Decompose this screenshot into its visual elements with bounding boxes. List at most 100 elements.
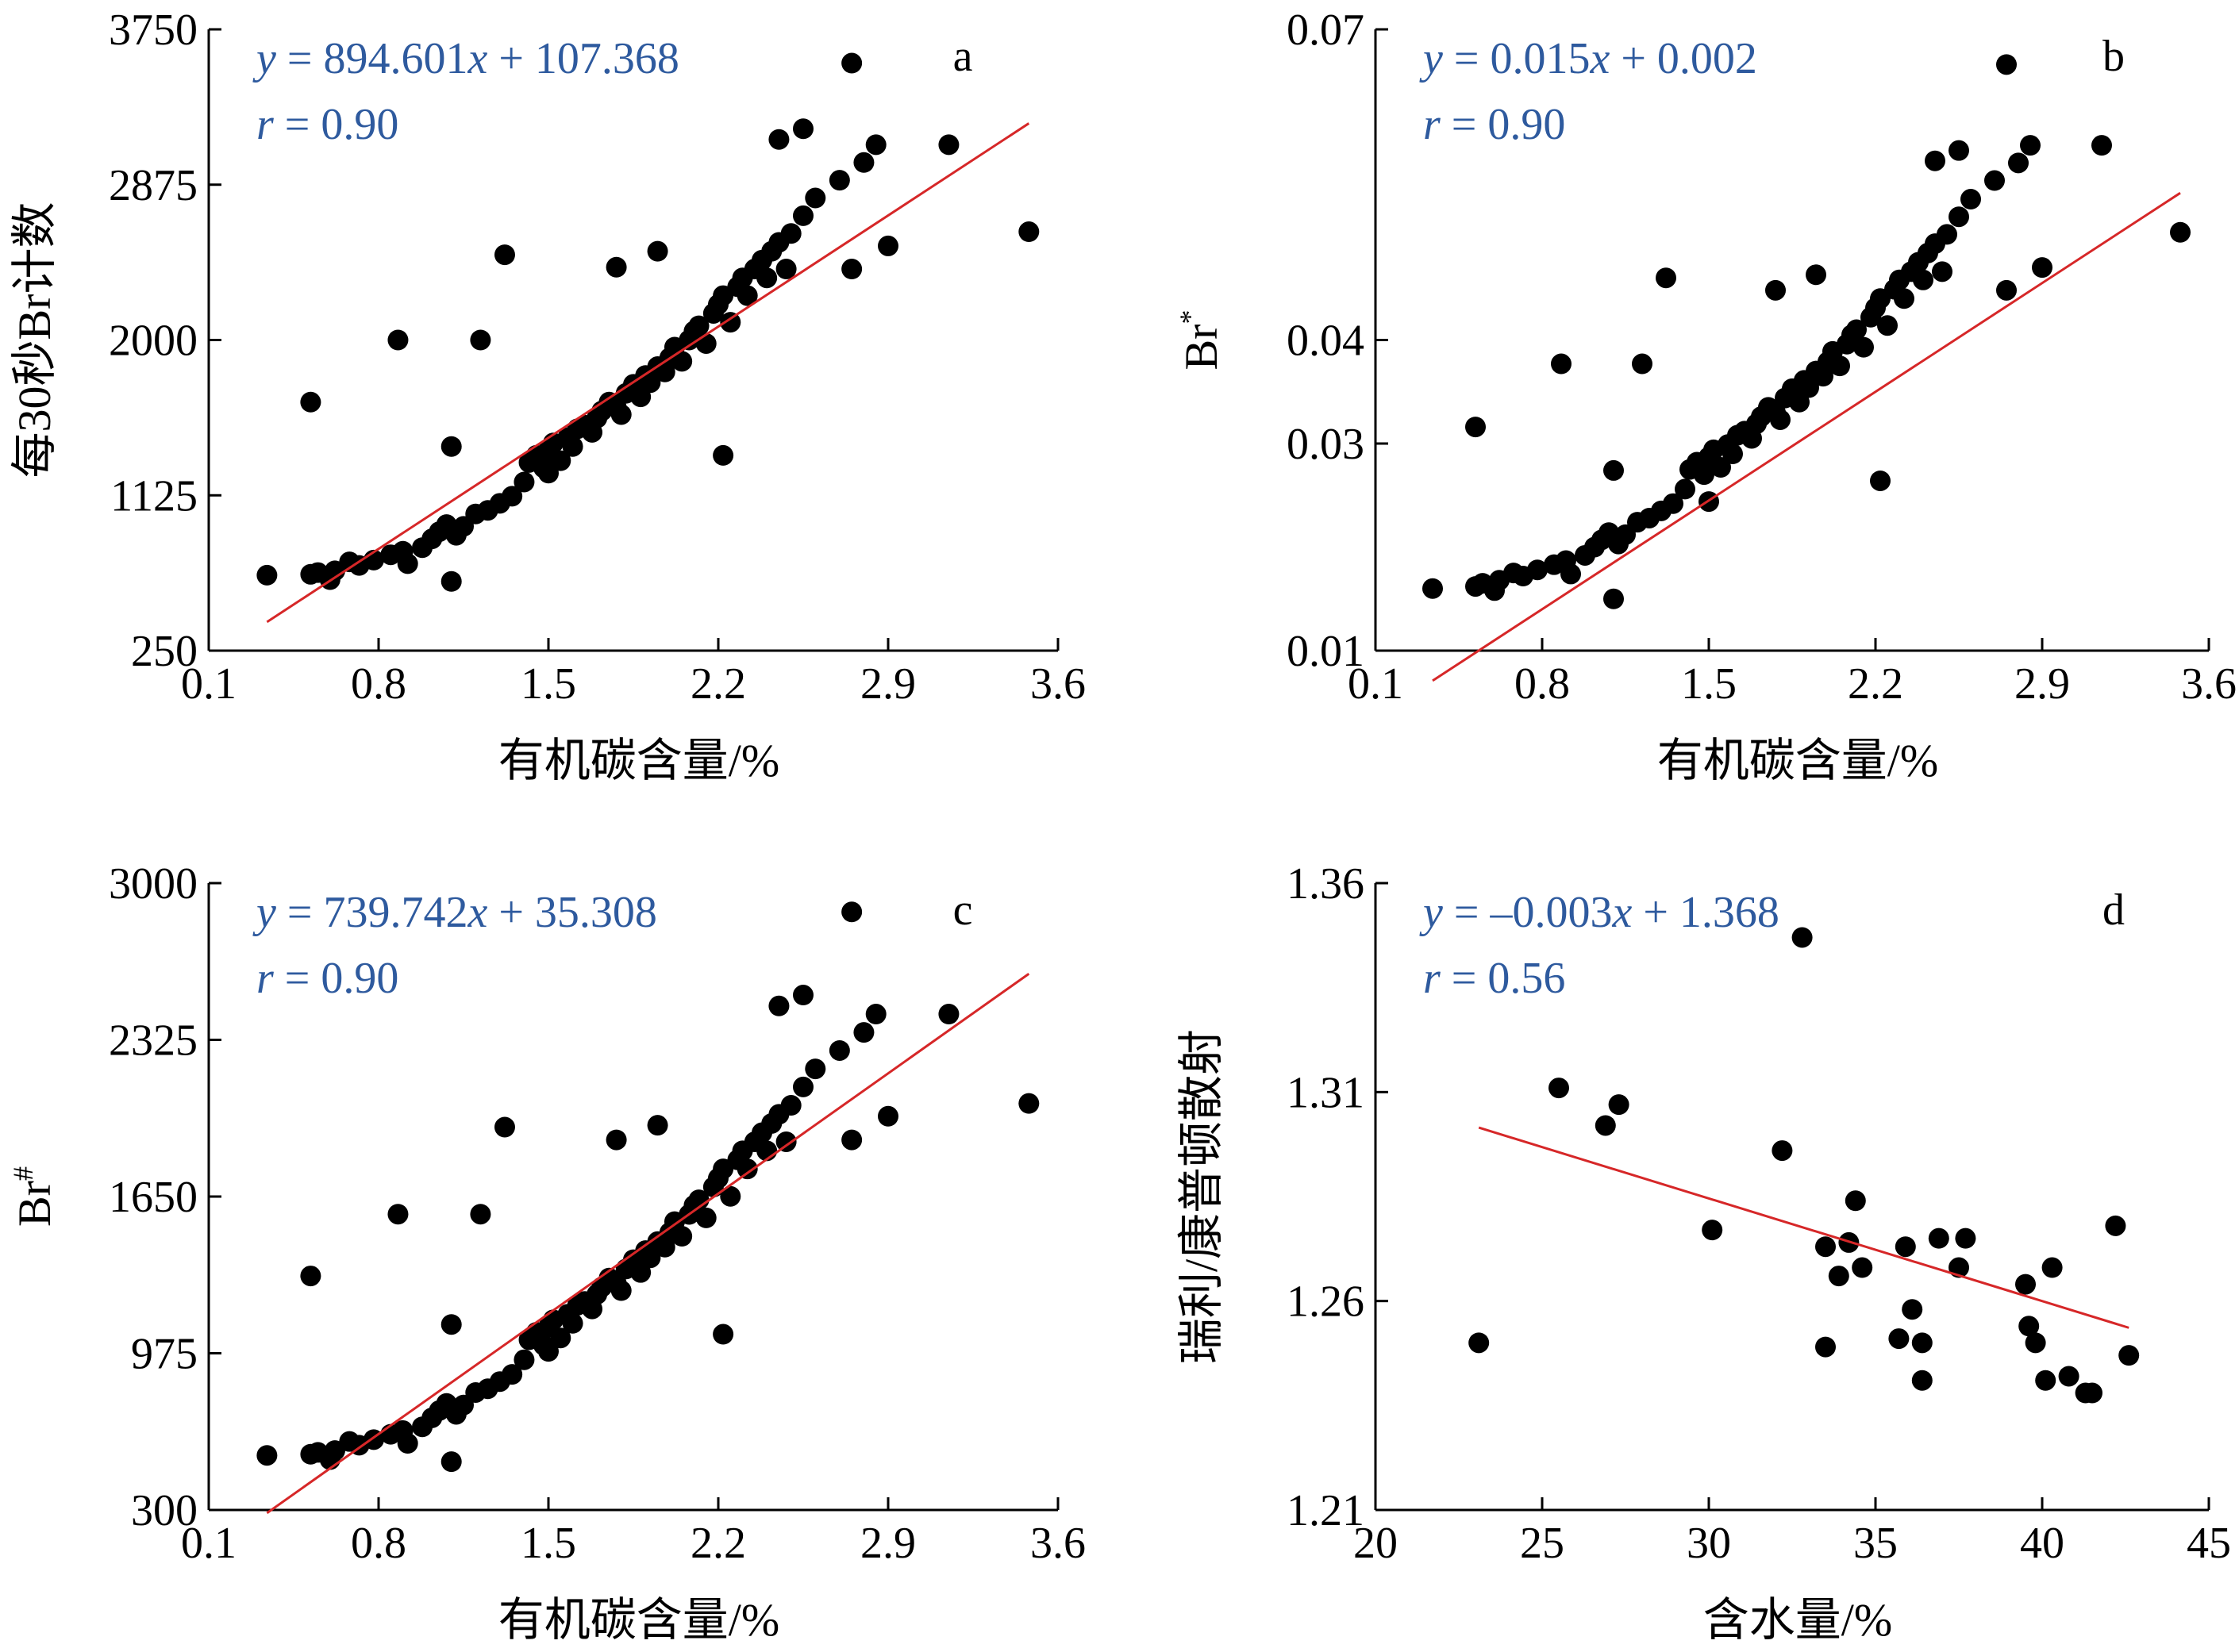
- data-point: [640, 1247, 661, 1269]
- equation-part: x: [1611, 888, 1632, 937]
- data-point: [440, 436, 462, 457]
- data-point: [841, 1129, 863, 1151]
- data-point: [2015, 1274, 2036, 1295]
- y-tick-label: 3750: [109, 6, 198, 55]
- data-point: [793, 205, 814, 226]
- y-axis-label: Br#: [7, 1166, 60, 1227]
- panel-d: 20 25 30 35 40 45 1.21 1.26 1.31 1.36 含水量/% 瑞利/康普顿散…: [1175, 859, 2231, 1646]
- data-point: [1806, 264, 1826, 286]
- data-point: [1675, 478, 1695, 500]
- data-point: [606, 1129, 627, 1151]
- data-point: [440, 571, 462, 592]
- data-point: [793, 118, 814, 140]
- y-axis-label-superscript: *: [1174, 310, 1206, 325]
- equation-part: = 0.015: [1443, 34, 1591, 83]
- data-point: [805, 187, 826, 209]
- data-point: [1877, 315, 1898, 336]
- data-point: [737, 1158, 758, 1180]
- data-point: [1828, 1266, 1849, 1287]
- y-axis-label-text: 每30秒Br计数: [9, 202, 60, 478]
- data-point: [1694, 464, 1714, 486]
- regression-equation: y = 0.015x + 0.002: [1419, 34, 1757, 83]
- y-tick-label: 1.31: [1287, 1068, 1364, 1117]
- data-point: [671, 351, 693, 372]
- data-point: [1852, 1257, 1873, 1278]
- r-part: r: [256, 954, 274, 1003]
- data-point: [2058, 1366, 2079, 1387]
- equation-part: x: [1589, 34, 1610, 83]
- x-tick-label: 35: [1853, 1519, 1898, 1568]
- data-point: [1527, 559, 1548, 581]
- y-axis-label: Br*: [1174, 310, 1227, 371]
- r-part: = 0.90: [274, 954, 399, 1003]
- data-point: [440, 1314, 462, 1335]
- x-tick-label: 2.2: [691, 659, 746, 709]
- data-point: [1815, 1336, 1836, 1358]
- data-point: [610, 404, 632, 425]
- data-point: [2020, 135, 2041, 156]
- data-point: [2170, 221, 2191, 243]
- y-tick-label: 0.07: [1287, 6, 1364, 55]
- data-point: [695, 332, 717, 354]
- data-point: [865, 1004, 887, 1025]
- panel-b: 0.1 0.8 1.5 2.2 2.9 3.6 0.01 0.03 0.04 0.07 有机碳含量/…: [1174, 6, 2237, 786]
- y-tick-label: 3000: [109, 859, 198, 909]
- data-point: [1984, 170, 2005, 191]
- data-point: [1949, 206, 1969, 228]
- x-tick-label: 2.2: [691, 1519, 746, 1568]
- data-point: [878, 235, 898, 256]
- data-point: [2032, 257, 2052, 279]
- y-tick-label: 0.03: [1287, 420, 1364, 469]
- equation-part: = 739.742: [276, 888, 468, 937]
- equation-part: = 894.601: [276, 34, 468, 83]
- x-tick-label: 0.1: [181, 1519, 237, 1568]
- data-point: [841, 901, 863, 923]
- r-part: = 0.90: [1441, 100, 1566, 149]
- data-point: [1702, 1220, 1723, 1241]
- y-tick-label: 2000: [109, 317, 198, 366]
- data-point: [1845, 1190, 1866, 1212]
- data-point: [1853, 336, 1874, 358]
- x-tick-label: 1.5: [1681, 659, 1737, 709]
- y-axis-label-text: Br: [9, 1181, 60, 1227]
- data-point: [768, 129, 790, 150]
- x-tick-label: 1.5: [521, 659, 576, 709]
- y-axis-label-text: Br: [1175, 325, 1227, 371]
- data-point: [514, 471, 535, 493]
- equation-part: y: [252, 34, 276, 83]
- data-point: [1932, 261, 1952, 282]
- x-tick-label: 0.1: [1348, 659, 1403, 709]
- data-point: [1608, 1094, 1629, 1116]
- data-point: [1560, 563, 1581, 585]
- x-axis-label: 含水量/%: [1703, 1594, 1892, 1646]
- data-point: [720, 1185, 741, 1207]
- data-point: [562, 1312, 583, 1334]
- y-axis-label-superscript: #: [7, 1166, 39, 1181]
- y-tick-label: 1125: [110, 471, 198, 521]
- data-point: [1791, 927, 1813, 948]
- r-part: r: [1423, 954, 1441, 1003]
- data-point: [1632, 353, 1652, 375]
- data-point: [878, 1105, 898, 1127]
- y-tick-label: 1650: [109, 1173, 198, 1222]
- x-tick-label: 2.9: [860, 659, 916, 709]
- y-tick-label: 1.26: [1287, 1277, 1364, 1327]
- data-point: [2035, 1370, 2056, 1391]
- data-point: [1465, 417, 1486, 438]
- data-point: [737, 285, 758, 306]
- equation-part: = –0.003: [1443, 888, 1613, 937]
- data-point: [1765, 279, 1786, 301]
- x-tick-label: 0.8: [351, 1519, 406, 1568]
- y-tick-label: 0.04: [1287, 317, 1364, 366]
- panel-letter: a: [953, 32, 973, 81]
- data-point: [538, 1341, 559, 1362]
- y-tick-label: 0.01: [1287, 627, 1364, 676]
- data-point: [470, 329, 491, 351]
- r-part: = 0.90: [274, 100, 399, 149]
- equation-part: + 107.368: [487, 34, 679, 83]
- data-point: [1949, 140, 1969, 161]
- data-point: [793, 1076, 814, 1097]
- data-point: [256, 564, 278, 586]
- y-tick-label: 2875: [109, 161, 198, 210]
